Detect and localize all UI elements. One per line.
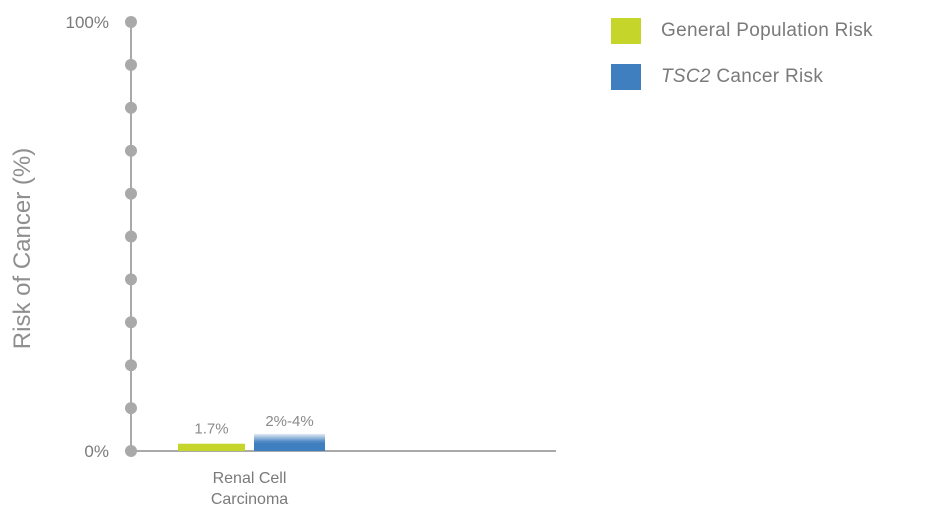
y-tick-dot: [125, 402, 137, 415]
y-tick-dot: [125, 359, 137, 372]
bars: [178, 433, 325, 451]
x-category-label: Renal Cell: [213, 470, 287, 487]
x-category-label: Carcinoma: [211, 491, 288, 508]
y-tick-dot: [125, 316, 137, 329]
y-axis-title: Risk of Cancer (%): [9, 148, 36, 349]
bar-tsc2: [254, 442, 325, 451]
y-tick-label: 0%: [84, 442, 109, 461]
legend-swatch-tsc2: [611, 64, 641, 90]
y-tick-label: 100%: [66, 13, 109, 32]
y-tick-dot: [125, 187, 137, 200]
y-tick-dot: [125, 16, 137, 28]
axes: 0% 100% Risk of Cancer (%): [9, 13, 556, 461]
legend-item-general-population: General Population Risk: [611, 17, 873, 45]
bar-tsc2-range: [254, 433, 325, 443]
legend-swatch-general-population: [611, 18, 641, 44]
legend-label-tsc2-rest: Cancer Risk: [710, 66, 824, 87]
labels: 1.7% 2%-4% Renal Cell Carcinoma: [194, 413, 313, 508]
data-label-general-population: 1.7%: [194, 421, 228, 438]
y-tick-dot: [125, 101, 137, 114]
data-label-tsc2: 2%-4%: [265, 413, 313, 430]
legend-label-tsc2: TSC2 Cancer Risk: [661, 66, 823, 88]
y-tick-dot: [125, 445, 137, 457]
y-tick-dot: [125, 144, 137, 157]
legend-label-tsc2-gene: TSC2: [661, 66, 711, 87]
legend-item-tsc2: TSC2 Cancer Risk: [611, 63, 873, 91]
bar-general-population: [178, 443, 245, 451]
legend-label-general-population: General Population Risk: [661, 20, 873, 41]
y-tick-dot: [125, 273, 137, 286]
y-tick-dot: [125, 230, 137, 243]
y-tick-dot: [125, 58, 137, 71]
legend: General Population Risk TSC2 Cancer Risk: [611, 17, 873, 109]
